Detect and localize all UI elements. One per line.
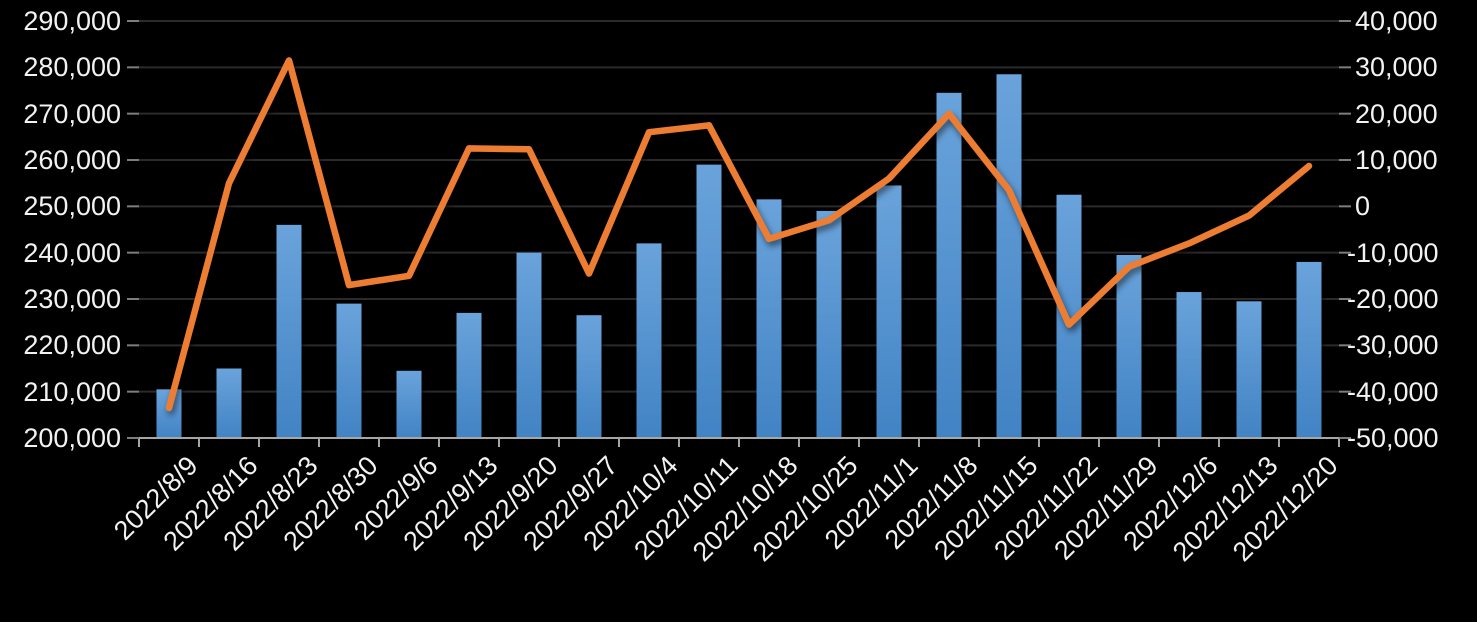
right-axis-tick-label: -20,000 [1347,284,1439,314]
bar [396,370,422,438]
bar [816,210,842,438]
left-axis-tick-label: 200,000 [23,423,121,453]
right-axis-tick-label: 40,000 [1355,6,1438,36]
bar [1176,292,1202,438]
bar [1116,254,1142,438]
right-axis-tick-label: -30,000 [1347,330,1439,361]
bar-series [156,74,1322,439]
bar [576,315,602,438]
bar [1296,261,1322,438]
left-axis-tick-label: 220,000 [23,330,121,361]
right-axis-tick-label: 10,000 [1355,145,1438,175]
left-axis-tick-label: 270,000 [23,98,121,129]
right-axis-tick-label: 0 [1355,191,1371,222]
bar [996,74,1022,439]
bar [516,252,542,438]
bar [876,185,902,438]
left-axis-tick-label: 290,000 [23,6,121,36]
bar [336,303,362,438]
line-series [165,57,1313,412]
left-axis-tick-label: 260,000 [23,145,121,175]
bar [456,312,482,438]
bar [1236,301,1262,438]
bar [216,368,242,438]
bar [696,164,722,438]
left-axis-tick-label: 280,000 [23,52,121,83]
bar [276,224,302,438]
right-axis-tick-label: -10,000 [1347,237,1439,268]
right-axis-tick-label: 30,000 [1355,52,1438,83]
bar [636,243,662,438]
right-axis-tick-label: -40,000 [1347,376,1439,407]
left-axis-tick-label: 210,000 [23,376,121,407]
left-axis-tick-label: 240,000 [23,237,121,268]
right-axis-tick-label: -50,000 [1347,423,1439,453]
left-axis-tick-label: 230,000 [23,284,121,314]
right-axis-tick-label: 20,000 [1355,98,1438,129]
axes [127,20,1351,447]
gridlines [139,20,1339,393]
left-axis-tick-label: 250,000 [23,191,121,222]
bar [936,92,962,439]
